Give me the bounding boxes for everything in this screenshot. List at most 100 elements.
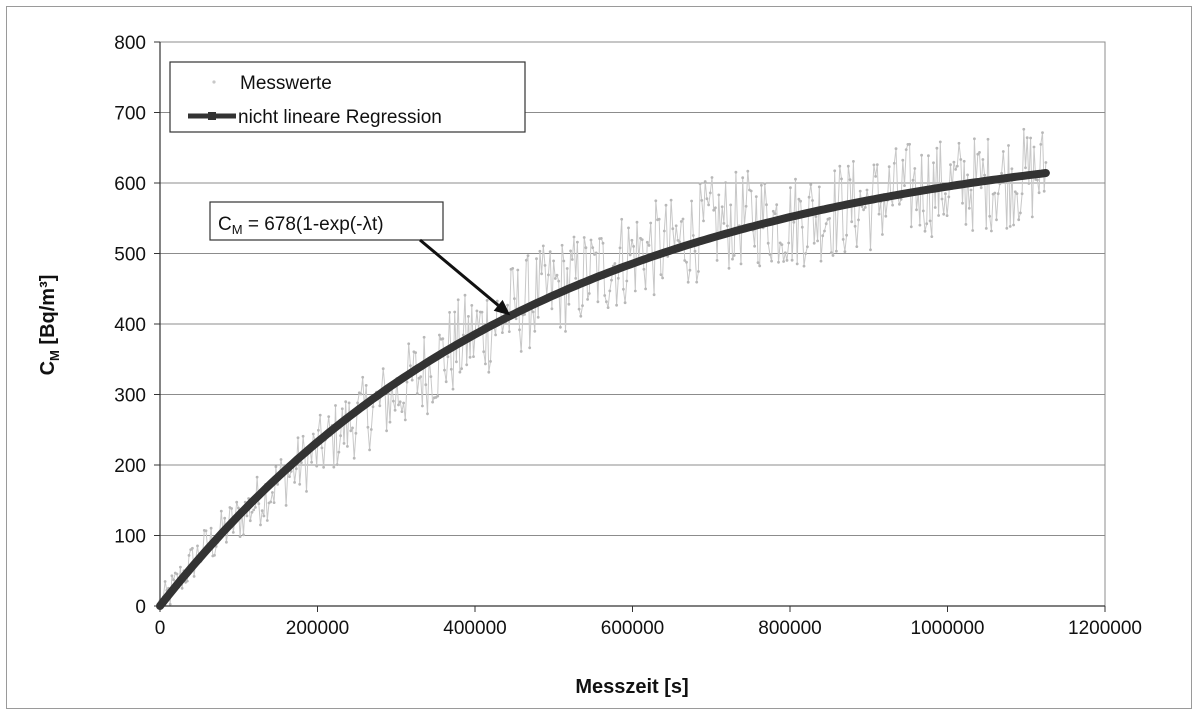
measurement-point-12	[179, 565, 182, 569]
measurement-point-209	[514, 317, 518, 321]
measurement-trace	[159, 129, 1047, 607]
measurement-point-108	[342, 442, 346, 445]
measurement-point-235	[559, 325, 562, 329]
measurement-point-167	[443, 368, 446, 372]
y-tick-label-600: 600	[114, 174, 146, 195]
measurement-point-239	[565, 267, 569, 270]
measurement-point-349	[753, 244, 756, 248]
measurement-point-193	[487, 370, 491, 374]
measurement-point-107	[340, 407, 344, 411]
measurement-point-471	[961, 201, 964, 205]
measurement-point-361	[773, 212, 777, 216]
measurement-point-440	[908, 142, 911, 146]
measurement-point-308	[683, 259, 687, 262]
measurement-point-296	[662, 229, 666, 233]
measurement-point-455	[933, 206, 937, 209]
measurement-point-99	[327, 415, 331, 418]
measurement-point-497	[1005, 226, 1009, 230]
measurement-point-442	[911, 178, 915, 182]
measurement-point-393	[828, 217, 831, 220]
measurement-point-105	[337, 450, 341, 454]
measurement-point-330	[720, 205, 724, 209]
measurement-point-375	[797, 197, 801, 201]
measurement-point-270	[618, 246, 622, 250]
measurement-point-475	[967, 206, 971, 210]
measurement-point-470	[959, 158, 963, 161]
measurement-point-144	[403, 418, 407, 422]
measurement-point-358	[768, 253, 772, 256]
measurement-point-504	[1017, 218, 1021, 222]
measurement-point-118	[359, 392, 363, 396]
measurement-point-242	[570, 258, 574, 261]
measurement-point-154	[421, 404, 424, 408]
measurement-point-460	[942, 212, 946, 216]
measurement-point-287	[647, 244, 651, 247]
measurement-point-148	[410, 378, 414, 382]
measurement-point-311	[688, 268, 692, 272]
measurement-point-146	[407, 342, 411, 346]
measurement-point-210	[516, 268, 520, 272]
measurement-point-374	[795, 262, 799, 266]
measurement-point-36	[219, 509, 223, 513]
measurement-point-238	[564, 330, 567, 333]
measurement-point-234	[557, 279, 561, 283]
measurement-point-267	[613, 262, 617, 265]
measurement-point-138	[393, 408, 397, 412]
measurement-point-444	[915, 208, 918, 212]
measurement-point-492	[996, 192, 1000, 196]
measurement-point-16	[185, 579, 189, 583]
measurement-point-395	[831, 254, 835, 257]
annotation-text: CM = 678(1-exp(-λt)	[218, 214, 384, 237]
measurement-point-322	[707, 203, 710, 207]
measurement-point-303	[674, 224, 678, 228]
measurement-point-380	[806, 245, 809, 249]
measurement-point-181	[467, 315, 470, 318]
measurement-point-372	[792, 220, 796, 224]
measurement-point-512	[1030, 215, 1034, 219]
measurement-point-417	[869, 248, 872, 252]
measurement-point-58	[257, 502, 261, 506]
measurement-point-113	[351, 426, 354, 430]
measurement-point-84	[301, 434, 305, 438]
measurement-point-254	[591, 246, 595, 250]
y-tick-label-0: 0	[135, 597, 146, 618]
measurement-point-353	[760, 183, 763, 187]
measurement-point-280	[635, 220, 639, 224]
measurement-point-411	[858, 189, 862, 193]
measurement-point-338	[734, 170, 738, 174]
measurement-point-466	[952, 160, 956, 164]
measurement-point-164	[438, 333, 441, 337]
measurement-point-232	[553, 277, 557, 280]
measurement-point-315	[695, 280, 699, 284]
measurement-point-431	[892, 161, 896, 165]
measurement-point-160	[431, 400, 434, 404]
measurement-point-408	[853, 224, 857, 228]
y-tick-label-500: 500	[114, 245, 146, 266]
measurement-point-274	[625, 279, 629, 283]
measurement-point-508	[1024, 166, 1027, 170]
measurement-point-390	[823, 229, 826, 233]
measurement-point-186	[475, 309, 479, 313]
measurement-point-394	[829, 251, 833, 255]
x-tick-label-1200000: 1200000	[1068, 618, 1142, 639]
measurement-point-290	[652, 293, 656, 297]
y-tick-label-100: 100	[114, 527, 146, 548]
measurement-point-80	[294, 467, 298, 471]
measurement-point-362	[775, 203, 779, 207]
measurement-point-79	[293, 481, 296, 484]
measurement-point-92	[315, 464, 319, 468]
measurement-point-477	[971, 229, 975, 232]
measurement-point-53	[248, 519, 252, 523]
measurement-point-490	[993, 191, 997, 195]
measurement-point-150	[414, 351, 417, 354]
measurement-point-325	[712, 208, 716, 212]
measurement-point-201	[501, 331, 504, 334]
measurement-point-264	[608, 289, 612, 293]
measurement-point-219	[531, 310, 535, 314]
annotation-box	[209, 201, 444, 241]
measurement-point-457	[937, 214, 940, 217]
legend-box	[169, 61, 526, 133]
measurement-point-147	[409, 364, 412, 367]
measurement-point-241	[569, 249, 572, 253]
measurement-point-434	[898, 202, 901, 206]
